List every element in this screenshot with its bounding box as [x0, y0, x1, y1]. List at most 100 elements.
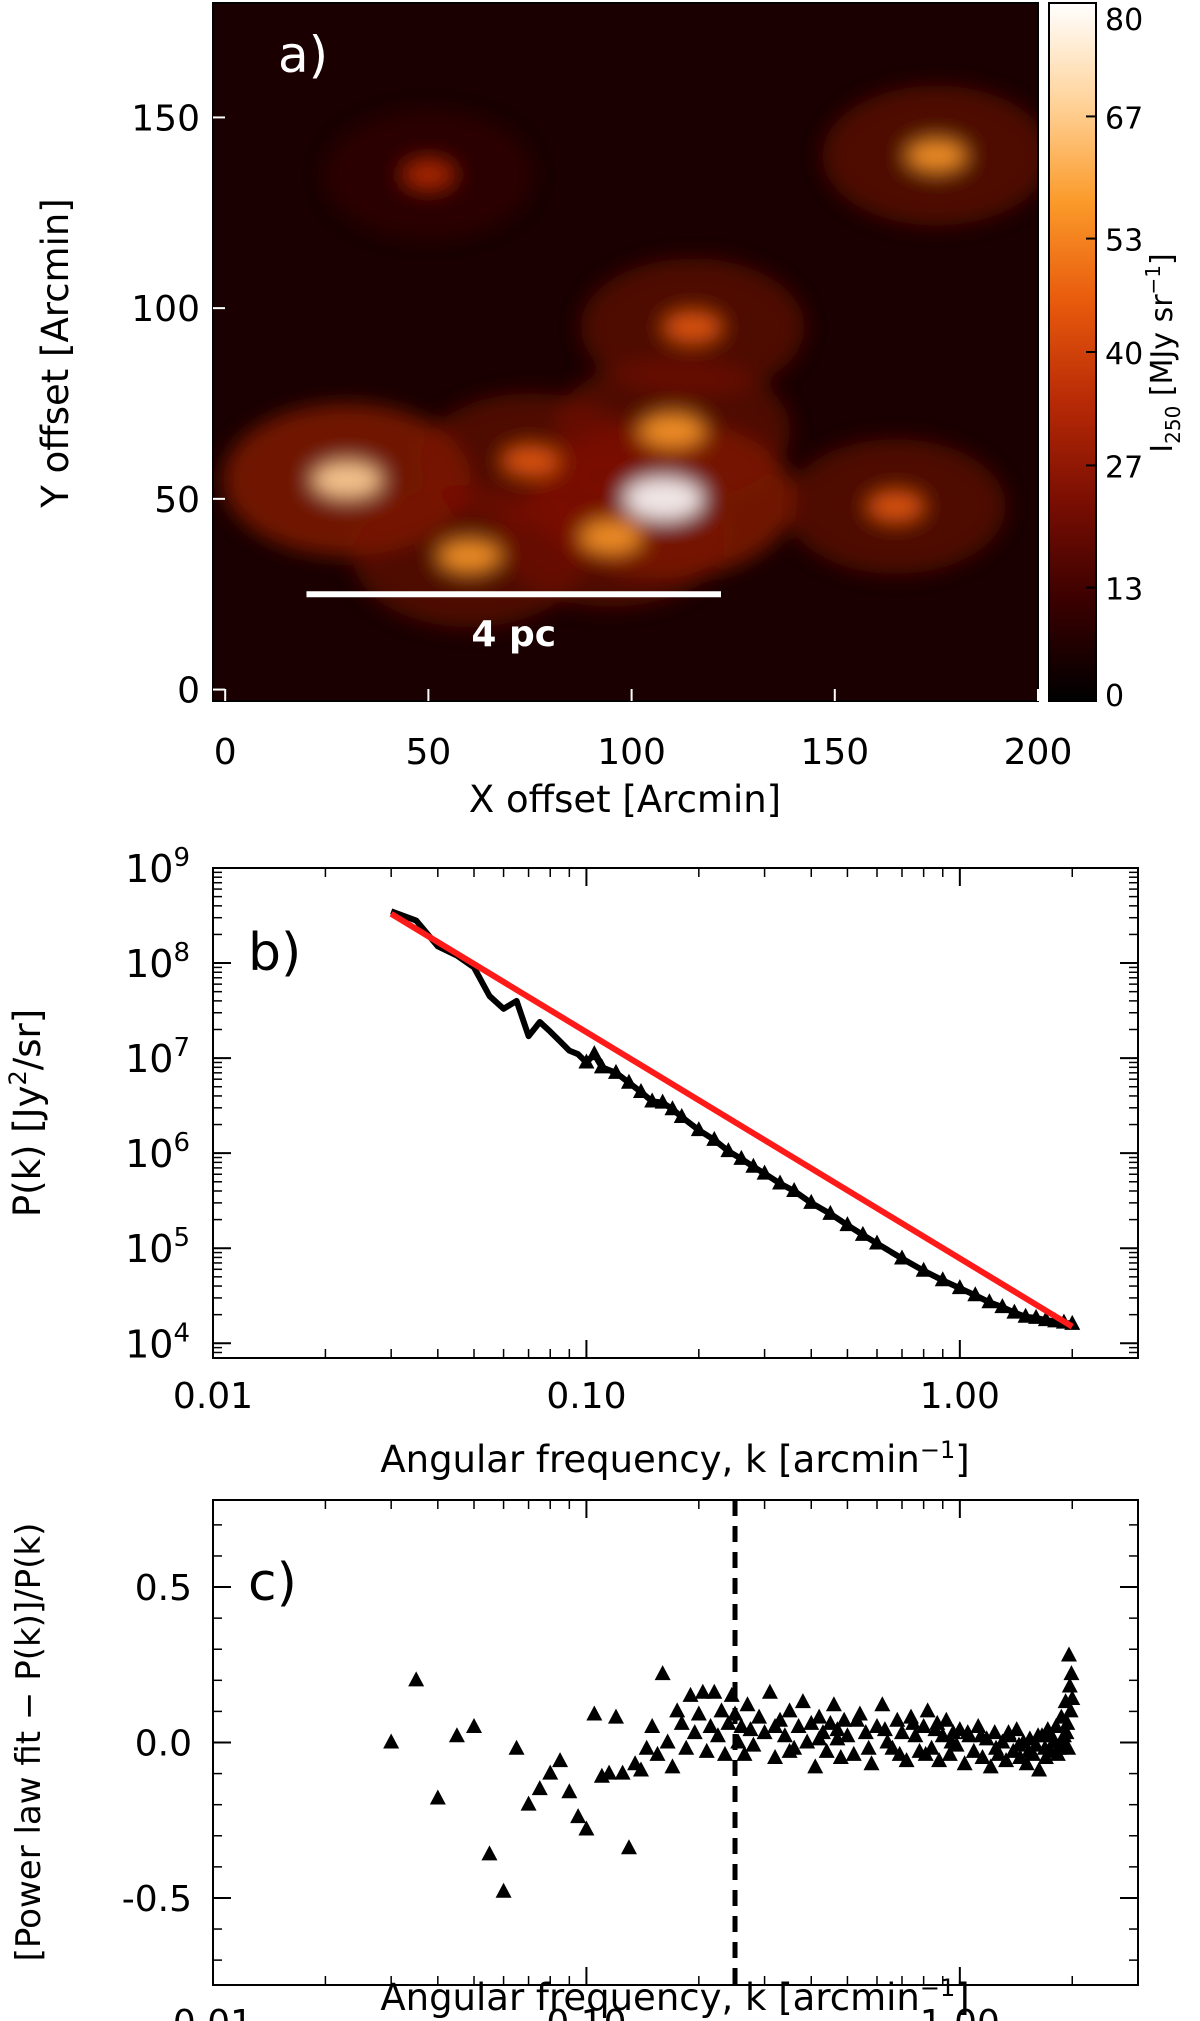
residual-point-133	[1063, 1665, 1080, 1681]
residual-point-76	[863, 1755, 880, 1771]
y-tick-label-a-3: 150	[131, 98, 200, 139]
residual-point-24	[644, 1717, 661, 1733]
residual-point-52	[756, 1724, 773, 1740]
spectrum-marker-17	[607, 1063, 624, 1079]
y-axis-label-b-exp: 2	[4, 1070, 32, 1085]
residual-point-93	[938, 1711, 955, 1727]
spectrum-marker-31	[786, 1181, 803, 1197]
residual-point-26	[654, 1665, 671, 1681]
y-tick-label-b-4: 108	[125, 938, 190, 986]
y-tick-exp-b-4: 8	[173, 938, 190, 968]
spectrum-marker-25	[706, 1130, 723, 1146]
x-axis-label-b-exp: −1	[920, 1436, 955, 1464]
colorbar-label-main: I	[1145, 444, 1180, 453]
y-tick-label-b-0: 104	[125, 1318, 190, 1366]
spectrum-marker-21	[654, 1093, 671, 1109]
x-tick-label-a-4: 200	[1004, 732, 1073, 773]
residual-point-135	[767, 1717, 784, 1733]
spectrum-marker-26	[720, 1142, 737, 1158]
residual-point-130	[1060, 1646, 1077, 1662]
emission-core-5	[662, 310, 723, 344]
residual-point-53	[761, 1683, 778, 1699]
residual-point-29	[669, 1702, 686, 1718]
emission-core-1	[310, 459, 384, 500]
residual-point-1	[408, 1671, 425, 1687]
colorbar-ticks: 0 13 27 40 53 67 80	[1086, 2, 1143, 714]
colorbar-label: I250 [MJy sr−1]	[1141, 253, 1185, 452]
y-tick-label-b-3: 107	[125, 1033, 190, 1081]
residual-point-118	[1031, 1761, 1048, 1777]
residual-point-8	[520, 1795, 537, 1811]
spectrum-marker-35	[854, 1225, 871, 1241]
residual-point-43	[723, 1686, 740, 1702]
x-axis-ticks-b: 0.01 0.10 1.00	[173, 868, 1000, 1417]
y-tick-exp-b-5: 9	[173, 843, 190, 873]
residual-point-155	[1043, 1727, 1060, 1743]
emission-core-4	[436, 538, 502, 574]
y-tick-label-a-2: 100	[131, 289, 200, 330]
x-tick-label-b-1: 0.10	[546, 1376, 626, 1417]
y-tick-exp-b-0: 4	[173, 1318, 190, 1348]
residual-point-153	[1030, 1727, 1047, 1743]
y-axis-label-b: P(k) [Jy2/sr]	[4, 1009, 49, 1217]
residual-point-62	[803, 1714, 820, 1730]
spectrum-marker-36	[868, 1234, 885, 1250]
residual-point-13	[570, 1808, 587, 1824]
spectrum-marker-16	[593, 1058, 610, 1074]
spectrum-marker-37	[893, 1249, 910, 1265]
residual-point-59	[790, 1717, 807, 1733]
residual-point-145	[929, 1714, 946, 1730]
spectrum-marker-42	[981, 1293, 998, 1309]
y-tick-label-b-5: 109	[125, 843, 190, 891]
residual-point-148	[973, 1727, 990, 1743]
y-axis-label-b-main: P(k) [Jy	[6, 1086, 49, 1218]
residual-point-56	[776, 1727, 793, 1743]
colorbar: 0 13 27 40 53 67 80 I250 [MJy sr−1]	[1048, 2, 1185, 714]
residual-point-68	[825, 1696, 842, 1712]
x-axis-label-c: Angular frequency, k [arcmin−1]	[380, 1974, 969, 2019]
residual-point-7	[508, 1739, 525, 1755]
colorbar-label-end: ]	[1145, 253, 1180, 265]
spectrum-marker-24	[690, 1121, 707, 1137]
residual-point-48	[739, 1696, 756, 1712]
emission-core-0	[624, 476, 705, 521]
residual-point-19	[614, 1764, 631, 1780]
spectrum-marker-43	[994, 1298, 1011, 1314]
residual-point-66	[818, 1742, 835, 1758]
residual-point-100	[965, 1742, 982, 1758]
residual-point-102	[974, 1749, 991, 1765]
residual-point-143	[905, 1714, 922, 1730]
spectrum-marker-32	[803, 1193, 820, 1209]
spectrum-marker-29	[756, 1164, 773, 1180]
residual-point-154	[1037, 1749, 1054, 1765]
emission-core-6	[500, 444, 559, 477]
x-tick-label-c-0: 0.01	[173, 2003, 253, 2021]
residual-point-34	[690, 1705, 707, 1721]
residual-point-146	[943, 1733, 960, 1749]
residual-point-150	[1000, 1724, 1017, 1740]
residual-point-71	[836, 1711, 853, 1727]
residual-point-131	[1061, 1677, 1078, 1693]
spectrum-marker-28	[745, 1157, 762, 1173]
residual-point-108	[998, 1752, 1015, 1768]
spectrum-marker-23	[673, 1108, 690, 1124]
residual-point-31	[678, 1739, 695, 1755]
y-axis-ticks-a: 0 50 100 150	[131, 98, 225, 712]
residual-point-144	[917, 1745, 934, 1761]
residual-point-3	[448, 1727, 465, 1743]
residual-point-151	[1010, 1736, 1027, 1752]
y-tick-base-b-4: 10	[125, 942, 173, 986]
residual-point-88	[919, 1702, 936, 1718]
residual-point-15	[586, 1705, 603, 1721]
spectrum-marker-20	[644, 1092, 661, 1108]
y-tick-label-b-2: 106	[125, 1128, 190, 1176]
y-tick-exp-b-1: 5	[173, 1223, 190, 1253]
panel-a: a) 4 pc 0 50 100 150 200 0 50 100 150 X offset …	[34, 2, 1185, 821]
x-tick-label-b-2: 1.00	[920, 1376, 1000, 1417]
spectrum-marker-22	[664, 1100, 681, 1116]
panel-c: 0.01 0.10 1.00 -0.5 0.0 0.5 c) Angular frequ…	[9, 1499, 1139, 2021]
emission-core-3	[905, 138, 968, 173]
